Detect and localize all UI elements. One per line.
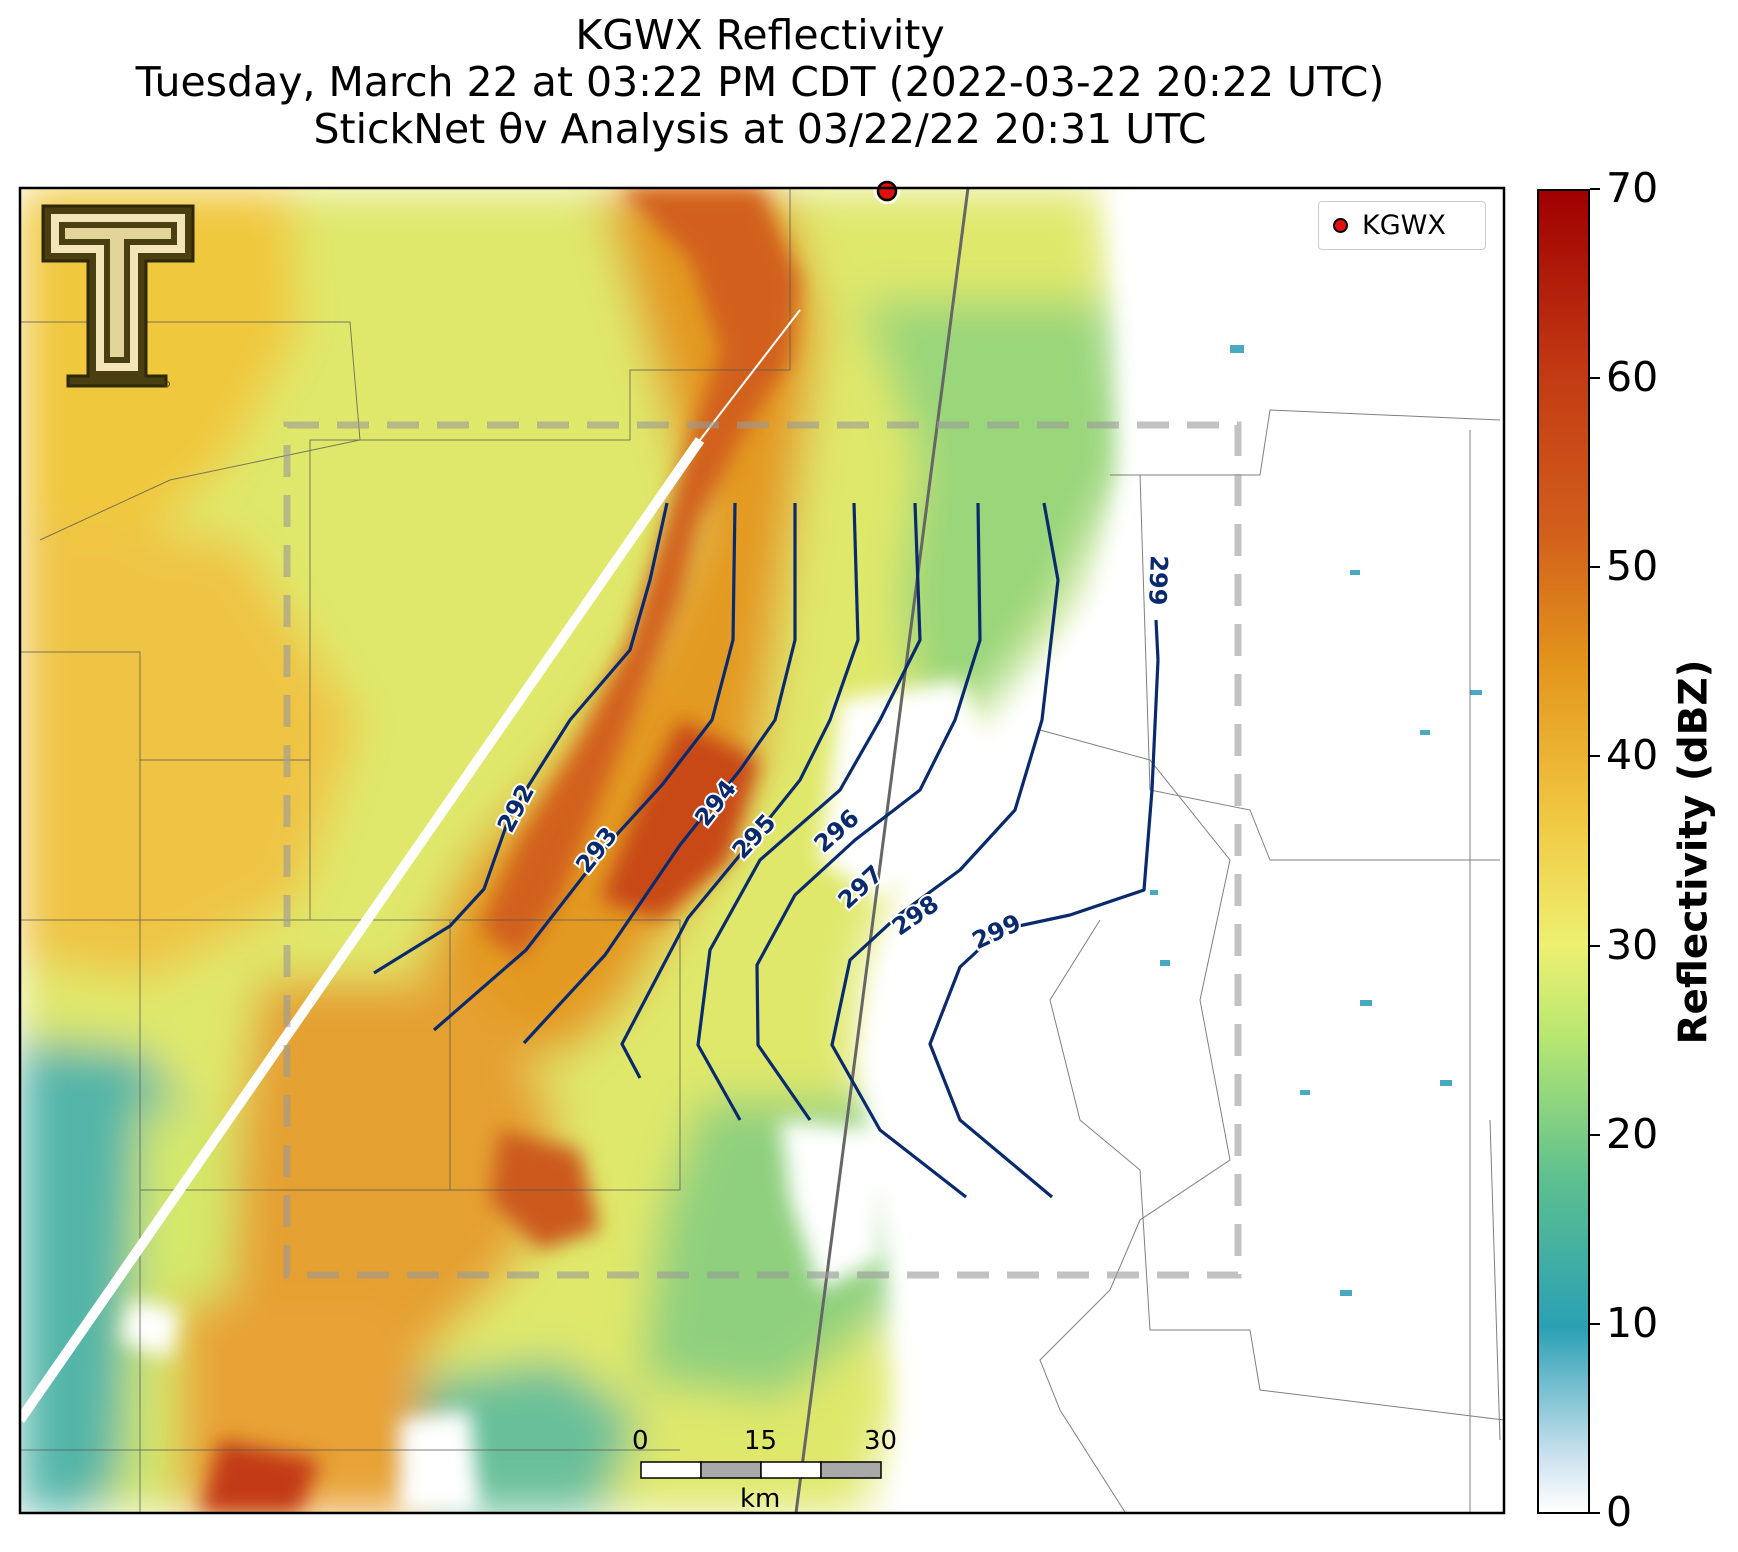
contour-295: [620, 502, 860, 1079]
colorbar-tick: [1590, 945, 1600, 947]
contour-297: [755, 502, 982, 1121]
colorbar-label-60: 60: [1606, 353, 1659, 401]
colorbar-label-0: 0: [1606, 1488, 1633, 1536]
radar-radial: [20, 437, 705, 1423]
colorbar-tick: [1590, 1323, 1600, 1325]
texas-tech-logo: [41, 204, 195, 388]
colorbar-label-30: 30: [1606, 921, 1659, 969]
colorbar-title: Reflectivity (dBZ): [1671, 659, 1717, 1045]
colorbar-label-50: 50: [1606, 542, 1659, 590]
colorbar-tick: [1590, 755, 1600, 757]
colorbar-tick: [1590, 377, 1600, 379]
theta-v-contours: [373, 502, 1160, 1199]
analysis-domain-box: [283, 421, 1242, 1279]
colorbar-label-10: 10: [1606, 1299, 1659, 1347]
colorbar-label-20: 20: [1606, 1110, 1659, 1158]
radar-radial-thin: [699, 309, 801, 441]
title-line-3: StickNet θv Analysis at 03/22/22 20:31 U…: [313, 105, 1207, 153]
map-legend: KGWX: [1318, 201, 1486, 250]
colorbar: [1537, 189, 1590, 1514]
kgwx-radar-marker: [876, 180, 898, 202]
county-boundaries: [20, 188, 1504, 1513]
scalebar-unit: km: [740, 1484, 781, 1514]
scalebar-tick-0: 0: [632, 1426, 649, 1456]
colorbar-tick: [1590, 566, 1600, 568]
reflectivity-field: [20, 188, 1504, 1513]
colorbar-tick: [1590, 1512, 1600, 1514]
scale-bar: [640, 1461, 882, 1479]
title-line-1: KGWX Reflectivity: [575, 11, 945, 59]
title-block: KGWX Reflectivity Tuesday, March 22 at 0…: [20, 12, 1500, 153]
contour-293: [432, 502, 737, 1032]
colorbar-label-40: 40: [1606, 731, 1659, 779]
legend-label: KGWX: [1362, 210, 1446, 241]
scalebar-tick-15: 15: [744, 1426, 778, 1456]
map-frame: [18, 186, 1506, 1515]
contour-294: [522, 503, 797, 1045]
colorbar-label-70: 70: [1606, 164, 1659, 212]
contour-298: [830, 502, 1060, 1199]
title-line-2: Tuesday, March 22 at 03:22 PM CDT (2022-…: [135, 58, 1385, 106]
contour-292: [373, 502, 669, 975]
contour-296: [696, 502, 922, 1121]
colorbar-tick: [1590, 188, 1600, 190]
kgwx-radar-marker-halo: [874, 178, 900, 204]
contour-label-299-top: 299: [1143, 555, 1173, 606]
state-boundary: [794, 188, 970, 1513]
contour-299b: [1154, 619, 1160, 661]
scalebar-tick-30: 30: [864, 1426, 898, 1456]
legend-marker-icon: [1333, 218, 1348, 233]
contour-299: [928, 659, 1160, 1199]
colorbar-tick: [1590, 1134, 1600, 1136]
